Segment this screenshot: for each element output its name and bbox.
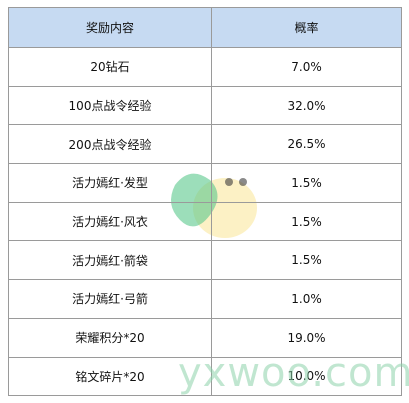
table-row: 铭文碎片*20 10.0% <box>8 356 402 397</box>
reward-cell: 活力嫣红·发型 <box>8 163 212 203</box>
probability-cell: 10.0% <box>211 356 402 397</box>
header-cell: 奖励内容 <box>8 7 212 48</box>
table-body: 20钻石 7.0% 100点战令经验 32.0% 200点战令经验 26.5% 活力嫣红·发… <box>8 47 402 397</box>
reward-cell: 100点战令经验 <box>8 85 212 126</box>
table-row: 活力嫣红·弓箭 1.0% <box>8 279 402 319</box>
reward-cell: 活力嫣红·箭袋 <box>8 240 212 281</box>
table-row: 活力嫣红·箭袋 1.5% <box>8 240 402 281</box>
table-row: 活力嫣红·风衣 1.5% <box>8 201 402 242</box>
reward-cell: 铭文碎片*20 <box>8 356 212 397</box>
header-row: 奖励内容 概率 <box>8 7 402 48</box>
reward-cell: 荣耀积分*20 <box>8 317 212 358</box>
table-row: 20钻石 7.0% <box>8 47 402 87</box>
table-row: 活力嫣红·发型 1.5% <box>8 163 402 203</box>
probability-cell: 7.0% <box>211 47 402 87</box>
probability-cell: 26.5% <box>211 124 402 165</box>
probability-cell: 1.5% <box>211 240 402 281</box>
probability-cell: 32.0% <box>211 85 402 126</box>
reward-cell: 200点战令经验 <box>8 124 212 165</box>
reward-cell: 20钻石 <box>8 47 212 87</box>
table-row: 100点战令经验 32.0% <box>8 85 402 126</box>
reward-cell: 活力嫣红·风衣 <box>8 201 212 242</box>
reward-table: 奖励内容 概率 20钻石 7.0% 100点战令经验 32.0% 200点战令经验 26.5… <box>8 7 402 397</box>
watermark-text: yxwoo.com <box>178 350 409 396</box>
reward-cell: 活力嫣红·弓箭 <box>8 279 212 319</box>
probability-cell: 1.0% <box>211 279 402 319</box>
probability-cell: 1.5% <box>211 201 402 242</box>
table-row: 200点战令经验 26.5% <box>8 124 402 165</box>
header-cell: 概率 <box>211 7 402 48</box>
probability-cell: 1.5% <box>211 163 402 203</box>
